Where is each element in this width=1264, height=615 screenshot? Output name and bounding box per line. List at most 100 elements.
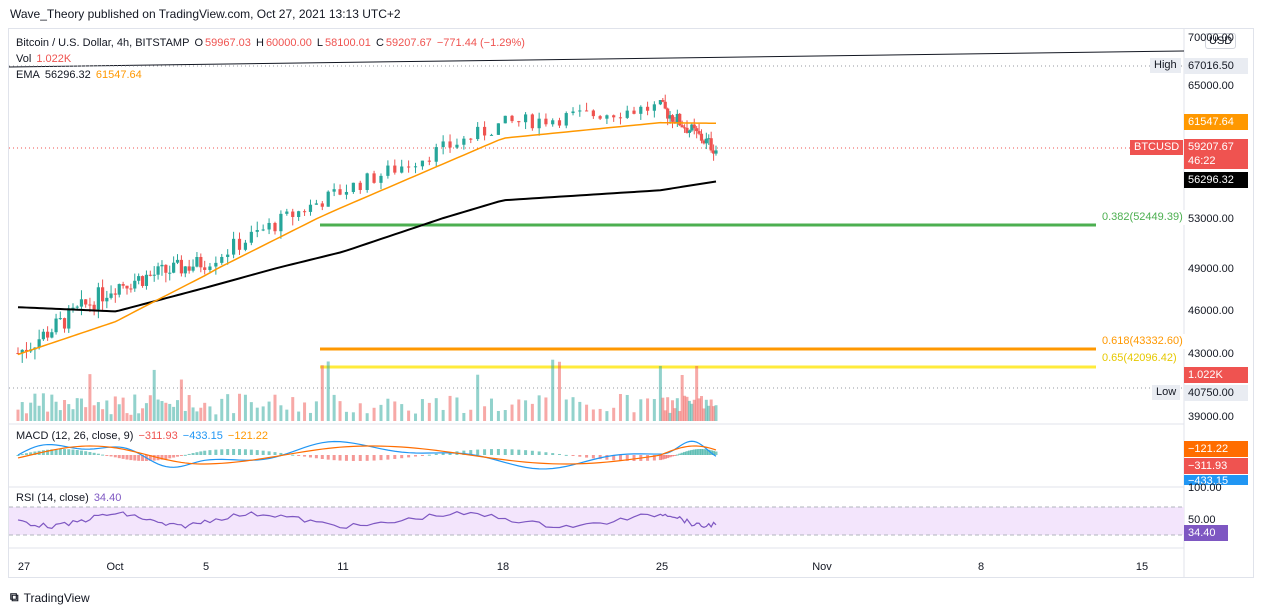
macd-hist-bar bbox=[605, 455, 609, 460]
candle-body bbox=[400, 166, 404, 173]
volume-legend[interactable]: Vol 1.022K bbox=[16, 53, 73, 65]
candle-body bbox=[441, 141, 445, 148]
volume-bar bbox=[639, 399, 643, 421]
candle-body bbox=[58, 318, 62, 320]
volume-bar bbox=[297, 411, 301, 421]
macd-hist-bar bbox=[483, 449, 487, 455]
candle-body bbox=[243, 242, 248, 250]
volume-bar bbox=[199, 407, 203, 421]
macd-hist-bar bbox=[79, 450, 83, 455]
candle-body bbox=[420, 160, 425, 167]
candle-body bbox=[639, 106, 643, 114]
macd-hist-bar bbox=[63, 449, 67, 455]
volume-bar bbox=[121, 397, 125, 421]
low-value: 58100.01 bbox=[325, 37, 371, 49]
symbol-legend[interactable]: Bitcoin / U.S. Dollar, 4h, BITSTAMP O 599… bbox=[16, 37, 527, 49]
macd-hist-bar bbox=[203, 450, 207, 455]
volume-bar bbox=[612, 407, 616, 421]
candle-body bbox=[661, 100, 665, 102]
volume-bar bbox=[372, 407, 376, 421]
macd-axis-tag-1: −121.22 bbox=[1184, 441, 1248, 457]
macd-hist-bar bbox=[20, 454, 24, 456]
volume-bar bbox=[434, 398, 438, 421]
volume-bar bbox=[255, 407, 259, 421]
tradingview-footer[interactable]: ⧉ TradingView bbox=[10, 590, 90, 605]
volume-bar bbox=[571, 397, 575, 421]
macd-hist-bar bbox=[303, 455, 307, 457]
candle-body bbox=[129, 288, 133, 290]
candle-body bbox=[551, 120, 555, 125]
macd-hist-bar bbox=[191, 453, 195, 455]
currency-button[interactable]: USD bbox=[1205, 33, 1237, 49]
macd-hist-bar bbox=[462, 450, 466, 455]
candle-body bbox=[71, 307, 75, 309]
volume-bar bbox=[195, 411, 199, 421]
macd-hist-bar bbox=[71, 449, 75, 455]
candle-body bbox=[598, 116, 602, 119]
candle-body bbox=[152, 274, 156, 276]
volume-bar bbox=[564, 399, 568, 421]
tradingview-logo-icon: ⧉ bbox=[10, 590, 19, 604]
volume-bar bbox=[652, 399, 656, 421]
macd-hist-bar bbox=[141, 455, 145, 461]
candle-body bbox=[714, 150, 718, 154]
candle-body bbox=[591, 110, 595, 117]
macd-hist-bar bbox=[273, 452, 277, 455]
candle-body bbox=[338, 189, 342, 195]
symbol-axis-tag: BTCUSD bbox=[1130, 140, 1184, 155]
macd-hist-bar bbox=[255, 450, 259, 455]
candle-body bbox=[530, 114, 534, 129]
volume-bar bbox=[427, 402, 431, 421]
macd-hist-bar bbox=[469, 450, 473, 455]
tick-46000: 46000.00 bbox=[1188, 305, 1234, 317]
macd-hist-bar bbox=[707, 449, 711, 455]
candle-body bbox=[84, 299, 88, 305]
macd-hist-bar bbox=[84, 451, 88, 455]
candle-body bbox=[273, 222, 277, 232]
high-label: H bbox=[255, 37, 264, 49]
macd-legend[interactable]: MACD (12, 26, close, 9) −311.93 −433.15 … bbox=[16, 430, 270, 442]
volume-bar bbox=[54, 401, 58, 421]
candle-body bbox=[16, 353, 20, 354]
macd-hist-bar bbox=[618, 455, 622, 461]
fib-0382-label: 0.382(52449.39) bbox=[1098, 210, 1187, 225]
volume-bar bbox=[238, 393, 242, 421]
volume-bar bbox=[144, 403, 148, 421]
macd-hist-bar bbox=[441, 452, 445, 455]
candle-body bbox=[386, 165, 390, 176]
volume-bar bbox=[183, 410, 187, 421]
macd-hist-bar bbox=[129, 455, 133, 461]
candle-body bbox=[476, 126, 480, 140]
candle-body bbox=[24, 349, 29, 352]
candle-body bbox=[510, 115, 514, 122]
macd-hist-bar bbox=[109, 455, 113, 457]
macd-hist-bar bbox=[344, 455, 348, 461]
macd-hist-bar bbox=[176, 455, 180, 457]
rsi-legend[interactable]: RSI (14, close) 34.40 bbox=[16, 492, 123, 504]
ema-short-line bbox=[17, 121, 717, 356]
ema-legend[interactable]: EMA 56296.32 61547.64 bbox=[16, 69, 144, 81]
macd-hist-bar bbox=[365, 455, 369, 461]
macd-hist-bar bbox=[591, 455, 595, 459]
candle-body bbox=[255, 230, 259, 232]
volume-bar bbox=[326, 361, 330, 421]
volume-bar bbox=[243, 394, 247, 421]
volume-bar bbox=[96, 402, 100, 421]
macd-hist-bar bbox=[125, 455, 129, 460]
upper-trendline bbox=[8, 50, 1185, 68]
macd-hist-bar bbox=[683, 451, 687, 455]
candle-body bbox=[699, 133, 704, 141]
candle-body bbox=[105, 297, 109, 302]
macd-v2: −433.15 bbox=[182, 430, 223, 442]
time-label: 5 bbox=[203, 561, 209, 573]
volume-bar bbox=[232, 413, 236, 421]
macd-hist-bar bbox=[663, 455, 667, 459]
volume-bar bbox=[88, 374, 92, 421]
volume-bar bbox=[605, 411, 609, 421]
candle-body bbox=[544, 118, 548, 125]
candle-body bbox=[625, 110, 629, 118]
volume-bar bbox=[156, 399, 160, 421]
candle-body bbox=[711, 150, 716, 154]
fib-065-label: 0.65(42096.42) bbox=[1098, 351, 1181, 366]
